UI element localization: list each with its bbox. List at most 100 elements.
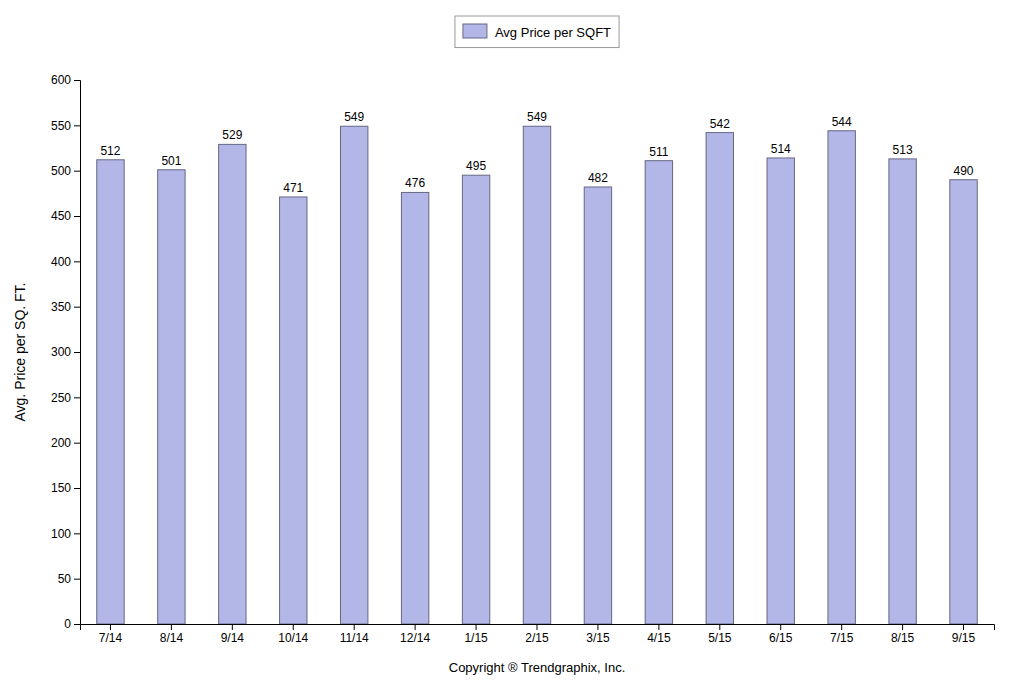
- bar: [584, 187, 611, 624]
- y-tick-mark: [74, 579, 80, 580]
- x-tick-label: 8/15: [891, 631, 915, 645]
- y-tick-mark: [74, 261, 80, 262]
- x-tick: 9/14: [221, 624, 245, 645]
- x-tick-label: 3/15: [586, 631, 610, 645]
- x-tick-mark: [780, 624, 781, 630]
- x-tick-mark: [658, 624, 659, 630]
- bar: [706, 133, 733, 624]
- bar: [950, 180, 977, 624]
- data-label: 482: [588, 171, 608, 185]
- bar: [280, 197, 307, 624]
- y-tick-label: 250: [51, 391, 71, 405]
- legend-items: Avg Price per SQFT: [463, 24, 611, 40]
- x-tick-label: 8/14: [160, 631, 184, 645]
- y-tick: 150: [51, 481, 80, 495]
- y-tick-mark: [74, 488, 80, 489]
- data-label: 511: [649, 145, 668, 159]
- y-tick-label: 600: [51, 73, 71, 87]
- y-tick-mark: [74, 352, 80, 353]
- x-tick: 2/15: [525, 624, 549, 645]
- x-tick-label: 7/14: [99, 631, 123, 645]
- data-label: 549: [527, 110, 547, 124]
- y-axis: 0 50 100 150 200 250 300 350 400 450 500 550 600: [51, 73, 81, 631]
- data-labels: 5125015294715494764955494825115425145445…: [100, 110, 973, 195]
- y-tick: 550: [51, 119, 80, 133]
- y-tick-label: 450: [51, 209, 71, 223]
- bar: [523, 126, 550, 624]
- x-tick-mark: [537, 624, 538, 630]
- y-tick-label: 400: [51, 255, 71, 269]
- y-tick-mark: [74, 125, 80, 126]
- bar: [889, 159, 916, 624]
- x-tick-mark: [963, 624, 964, 630]
- y-tick: 500: [51, 164, 80, 178]
- y-tick: 300: [51, 345, 80, 359]
- y-tick-label: 100: [51, 527, 71, 541]
- x-tick-label: 4/15: [647, 631, 671, 645]
- data-label: 514: [771, 142, 791, 156]
- x-tick-mark: [232, 624, 233, 630]
- bar: [462, 175, 489, 624]
- x-tick: 3/15: [586, 624, 610, 645]
- x-tick-mark: [171, 624, 172, 630]
- x-tick-mark: [841, 624, 842, 630]
- bar: [219, 144, 246, 624]
- bar: [97, 160, 124, 624]
- y-tick-mark: [74, 443, 80, 444]
- bar: [767, 158, 794, 624]
- legend-swatch: [463, 24, 487, 38]
- y-tick-label: 200: [51, 436, 71, 450]
- x-tick-mark: [719, 624, 720, 630]
- x-tick-label: 2/15: [525, 631, 549, 645]
- x-tick-mark: [354, 624, 355, 630]
- y-axis-title: Avg. Price per SQ. FT.: [12, 282, 28, 421]
- data-label: 529: [222, 128, 242, 142]
- y-tick-label: 150: [51, 481, 71, 495]
- y-axis-line: [74, 81, 81, 625]
- data-label: 513: [893, 143, 913, 157]
- x-tick: 7/14: [99, 624, 123, 645]
- x-tick: 6/15: [769, 624, 793, 645]
- legend-item: Avg Price per SQFT: [463, 24, 611, 40]
- x-axis-line: [81, 625, 995, 631]
- x-tick-label: 7/15: [830, 631, 854, 645]
- y-tick: 0: [64, 617, 80, 631]
- data-label: 476: [405, 176, 425, 190]
- x-tick: 12/14: [400, 624, 430, 645]
- legend: Avg Price per SQFT: [455, 16, 619, 48]
- y-tick: 50: [58, 572, 80, 586]
- x-tick-mark: [110, 624, 111, 630]
- y-tick-label: 50: [58, 572, 72, 586]
- legend-frame: [455, 16, 619, 48]
- data-label: 501: [161, 154, 181, 168]
- x-tick-label: 6/15: [769, 631, 793, 645]
- y-tick-label: 500: [51, 164, 71, 178]
- data-label: 471: [283, 181, 303, 195]
- y-tick: 250: [51, 391, 80, 405]
- bar: [645, 161, 672, 624]
- x-tick-label: 9/14: [221, 631, 245, 645]
- y-tick-label: 550: [51, 119, 71, 133]
- y-tick-label: 350: [51, 300, 71, 314]
- y-tick: 100: [51, 527, 80, 541]
- y-tick-mark: [74, 171, 80, 172]
- data-label: 542: [710, 117, 730, 131]
- bar: [158, 170, 185, 624]
- y-tick-label: 300: [51, 345, 71, 359]
- x-tick: 7/15: [830, 624, 854, 645]
- bar: [828, 131, 855, 624]
- x-tick: 10/14: [278, 624, 308, 645]
- y-tick-mark: [74, 307, 80, 308]
- y-tick-mark: [74, 216, 80, 217]
- data-label: 544: [832, 115, 852, 129]
- x-tick: 8/14: [160, 624, 184, 645]
- x-tick: 8/15: [891, 624, 915, 645]
- x-tick-label: 1/15: [464, 631, 488, 645]
- x-tick-mark: [902, 624, 903, 630]
- bar: [340, 126, 367, 624]
- chart: 0 50 100 150 200 250 300 350 400 450 500 550 600 7/14…: [0, 0, 1024, 694]
- x-tick-label: 12/14: [400, 631, 430, 645]
- x-tick-mark: [415, 624, 416, 630]
- x-axis-title: Copyright ® Trendgraphix, Inc.: [449, 660, 626, 675]
- x-tick: 4/15: [647, 624, 671, 645]
